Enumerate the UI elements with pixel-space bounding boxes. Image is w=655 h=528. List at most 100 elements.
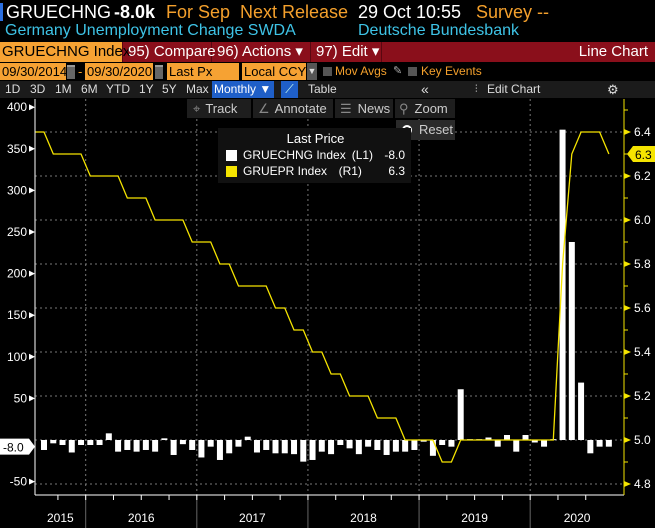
menu-bar: GRUECHNG Index 95) Compare 96) Actions ▾… [0,42,655,62]
period-1y[interactable]: 1Y [139,82,154,96]
line-series [35,131,610,463]
track-button[interactable]: ⌖ Track [187,99,251,118]
period-3d[interactable]: 3D [30,82,46,96]
x-tick-label: 2018 [350,511,377,525]
legend-last-bars: -8.0 [384,148,406,162]
bar [41,440,47,450]
left-tick-marker [29,478,35,485]
next-release-value: 29 Oct 10:55 [358,2,462,22]
bar [559,129,566,440]
right-tick-marker [624,217,631,223]
periodicity-select[interactable]: Monthly ▼ [212,81,275,98]
currency-select[interactable]: Local CCY [242,63,307,80]
right-tick-label: 5.0 [634,433,651,447]
legend-row-bars: GRUECHNG Index (L1) -8.0 [226,147,405,163]
bar [253,440,260,453]
bar [207,440,214,447]
reset-label: Reset [419,122,453,137]
bar [59,440,66,445]
bar [365,440,372,447]
period-5y[interactable]: 5Y [162,82,177,96]
annotate-button[interactable]: ∠ Annotate [253,99,333,118]
left-tick-label: 300 [7,183,27,197]
bar [300,440,307,462]
bar [198,440,205,458]
zoom-label: Zoom [414,101,448,116]
bar [152,440,159,452]
x-tick-label: 2017 [239,511,266,525]
bar [78,440,85,445]
security-field[interactable]: GRUECHNG Index [0,42,131,62]
last-value-badge-left-label: -8.0 [3,441,24,455]
period-max[interactable]: Max [186,82,209,96]
edit-chart-button[interactable]: Edit Chart [487,82,541,96]
x-tick-label: 2016 [128,511,155,525]
zoom-button[interactable]: ⚲ Zoom [395,99,455,118]
table-button[interactable]: Table [308,82,337,96]
calendar-icon[interactable] [155,65,163,79]
bar [161,438,168,440]
mov-avgs-label: Mov Avgs [335,64,387,78]
compare-button[interactable]: 95) Compare [124,42,216,62]
gear-icon[interactable]: ⚙ [607,82,619,97]
bar [189,440,196,450]
bar [68,440,75,453]
period-ytd[interactable]: YTD [106,82,130,96]
period-6m[interactable]: 6M [81,82,98,96]
chevron-down-icon[interactable]: ▼ [307,63,317,80]
legend-swatch-line [226,165,237,177]
bar [513,440,520,452]
left-tick-marker [29,312,35,319]
magnifier-icon: ⚲ [399,101,409,116]
period-1d[interactable]: 1D [5,82,21,96]
left-tick-marker [29,104,35,111]
collapse-button[interactable]: « [421,81,429,97]
right-tick-marker [624,481,631,487]
actions-button[interactable]: 96) Actions ▾ [213,42,311,62]
bar [578,382,585,440]
bar [142,440,149,450]
right-tick-marker [624,261,631,267]
bar [179,440,186,445]
crosshair-icon: ⌖ [193,101,201,116]
right-tick-label: 5.2 [634,389,651,403]
pencil-icon[interactable]: ✎ [393,65,403,77]
bar [504,435,510,440]
period-1m[interactable]: 1M [55,82,72,96]
left-tick-label: 150 [7,308,27,322]
accent-bar [0,3,3,21]
bar [494,440,501,447]
bar [541,440,548,447]
line-chart-icon[interactable]: ⟋ [281,81,298,98]
edit-button[interactable]: 97) Edit ▾ [312,42,382,62]
source: Deutsche Bundesbank [358,22,519,39]
bar [50,440,57,444]
key-events-checkbox[interactable] [408,67,417,76]
period: For Sep [166,2,231,22]
right-tick-label: 4.8 [634,477,651,491]
bar [115,440,122,452]
right-tick-label: 6.0 [634,213,651,227]
legend-swatch-bars [226,149,237,161]
start-date-input[interactable]: 09/30/2014 [0,63,68,80]
bar [448,440,455,447]
field-select[interactable]: Last Px [167,63,239,80]
survey: Survey -- [476,2,550,22]
news-button[interactable]: ☰ News [335,99,393,118]
x-tick-label: 2019 [461,511,488,525]
bar [439,440,446,445]
end-date-input[interactable]: 09/30/2020 [85,63,153,80]
bar [374,440,381,450]
bar [105,433,112,440]
bar [226,440,233,454]
bar [402,440,409,452]
bar [383,440,390,455]
right-tick-label: 6.2 [634,169,651,183]
last-value: -8.0k [114,2,156,22]
x-tick-label: 2020 [564,511,591,525]
bar [346,440,353,449]
calendar-icon[interactable] [67,65,75,79]
chart-type-label: Line Chart [578,43,648,60]
mov-avgs-checkbox[interactable] [323,67,332,76]
